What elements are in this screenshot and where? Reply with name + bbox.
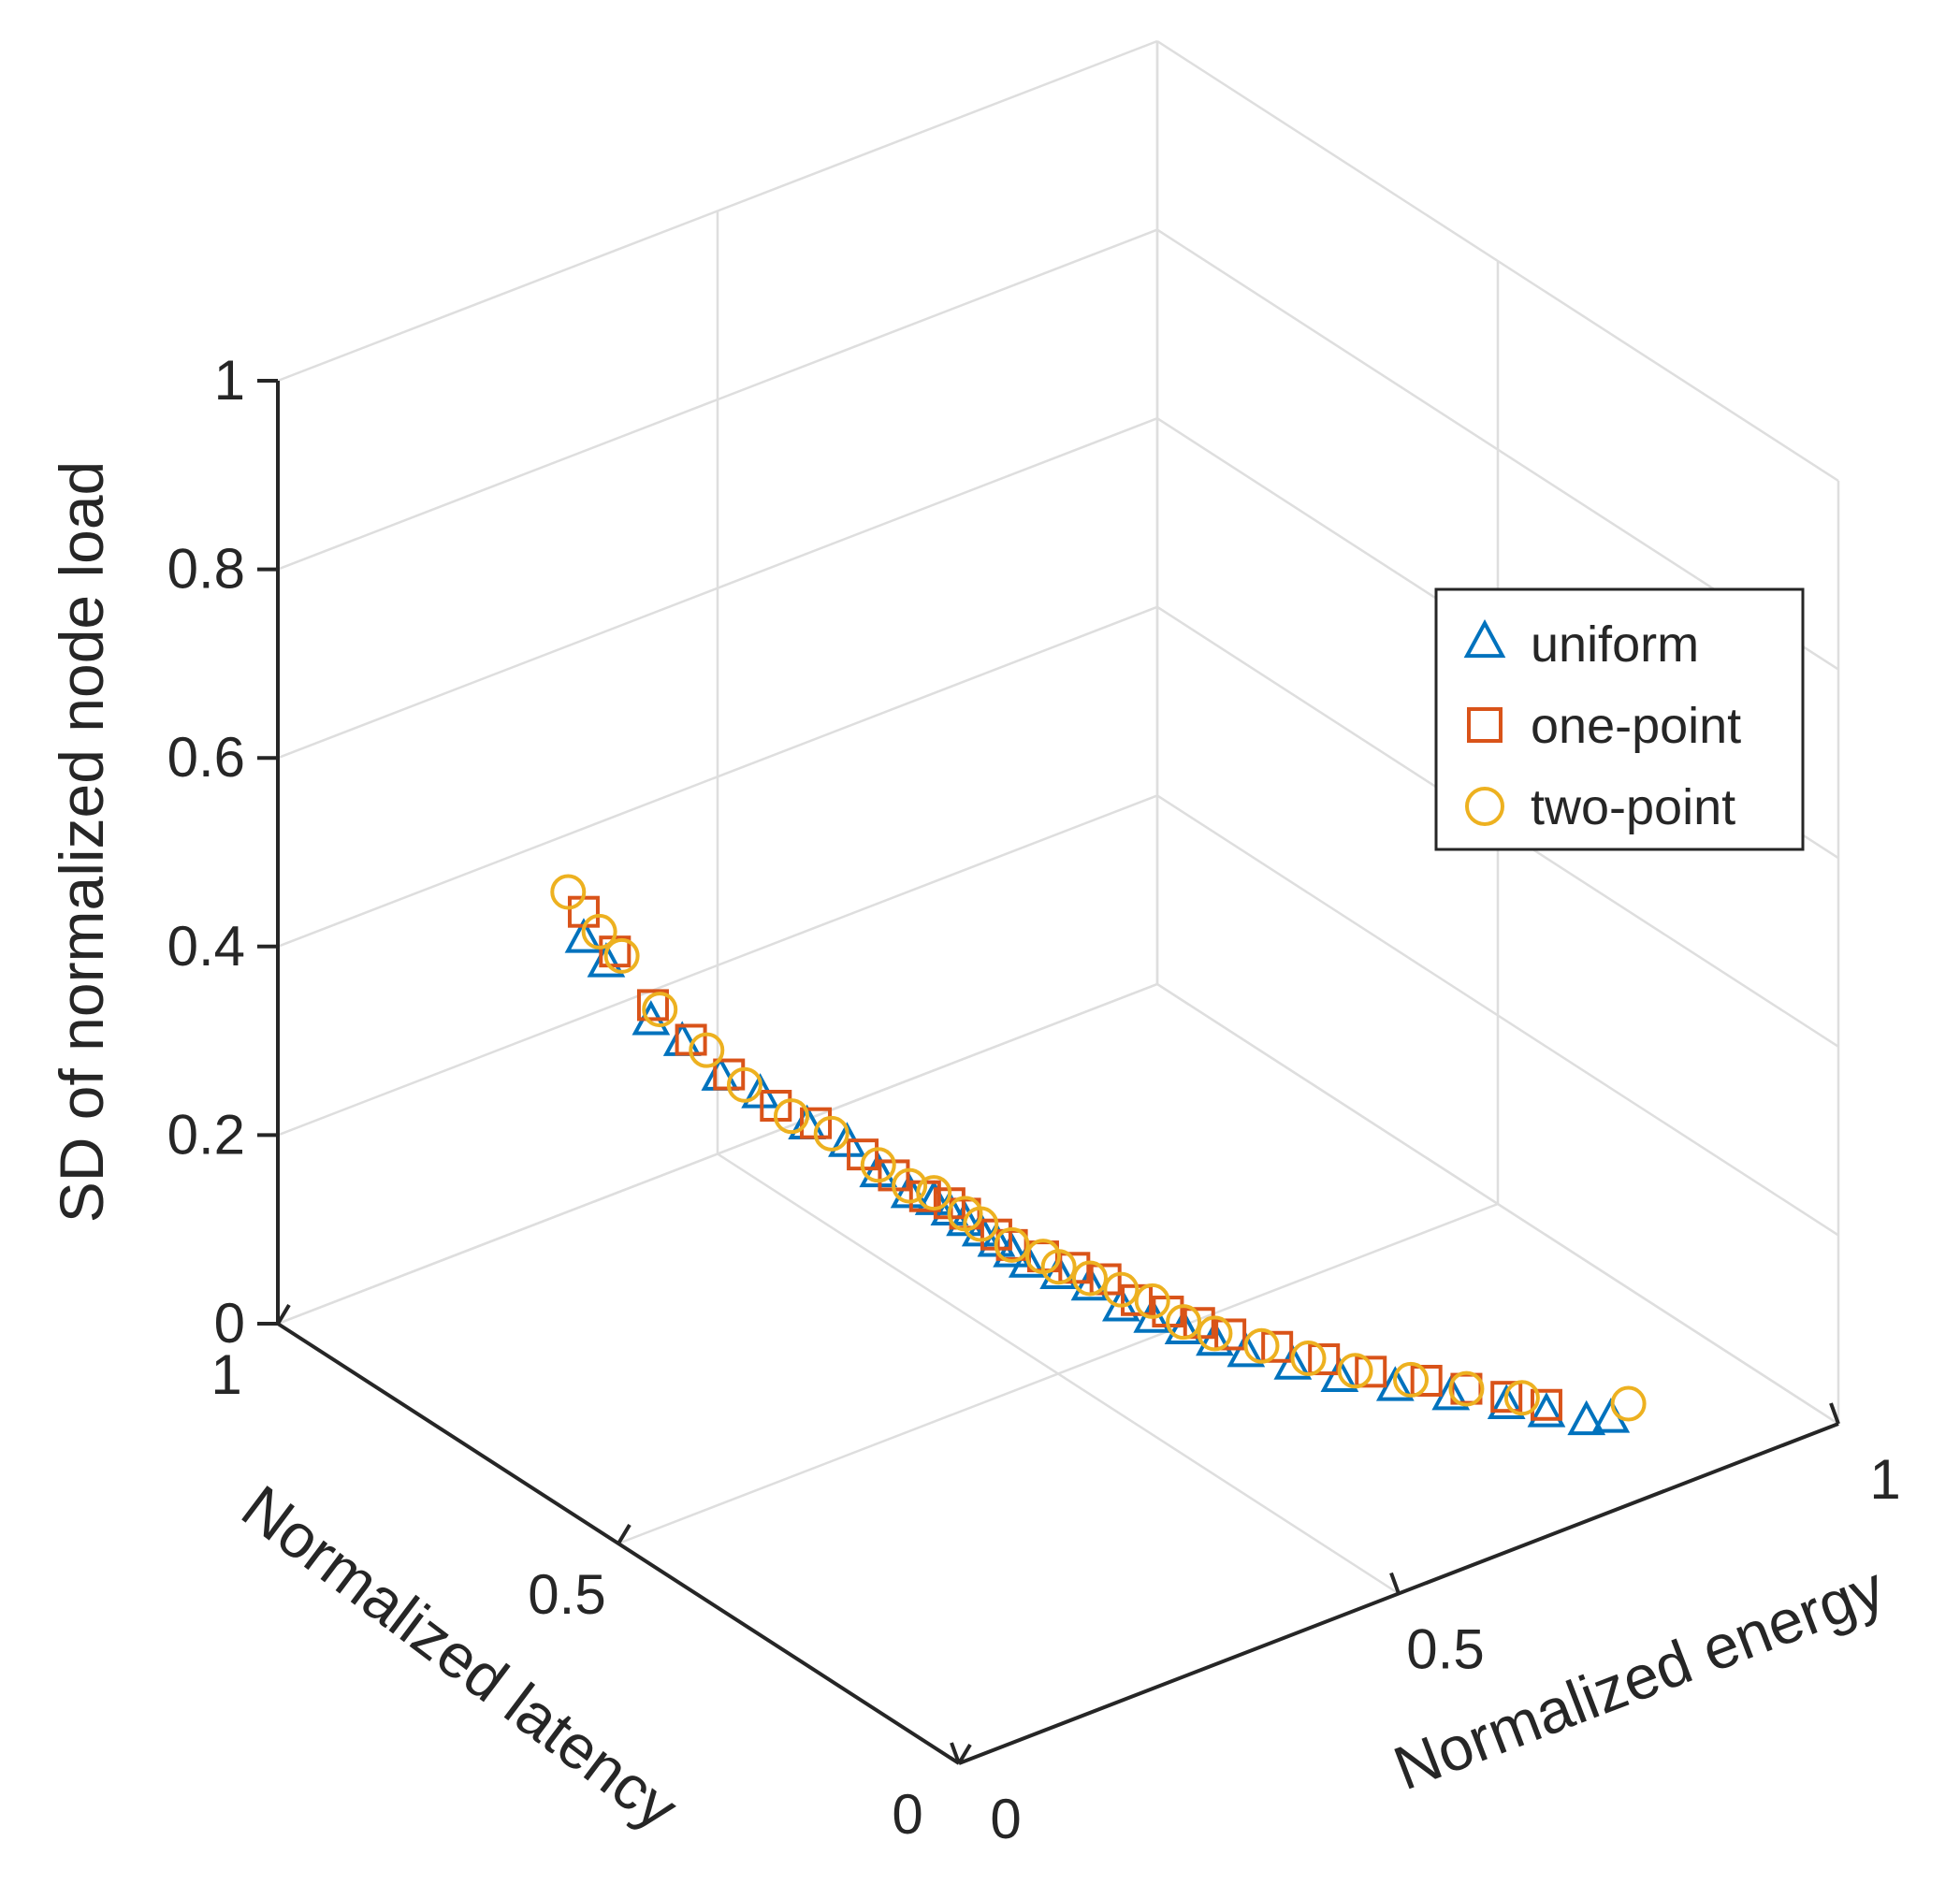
legend: uniform one-point two-point (1434, 587, 1805, 851)
two-point-point (1072, 1260, 1108, 1297)
two-point-point (1197, 1315, 1233, 1352)
latency-wall-gridline-z (277, 228, 1158, 571)
latency-wall-gridline-z (277, 794, 1158, 1137)
two-point-point (1243, 1327, 1280, 1364)
one-point-point (1308, 1343, 1341, 1376)
one-point-point (636, 989, 669, 1022)
data-points (550, 874, 1647, 1436)
y-tick-mark (1829, 1402, 1840, 1425)
one-point-point (1261, 1330, 1294, 1363)
y-tick-label: 1 (1869, 1448, 1900, 1511)
two-point-point (550, 874, 587, 910)
two-point-point (916, 1175, 952, 1211)
uniform-point (587, 942, 626, 978)
legend-label-uniform: uniform (1531, 616, 1699, 673)
uniform-point (1431, 1374, 1471, 1411)
z-tick-label: 0.4 (167, 915, 245, 978)
uniform-point (946, 1200, 984, 1237)
z-tick-label: 0.8 (167, 538, 245, 601)
x-tick-mark (617, 1523, 632, 1545)
one-point-point (1490, 1381, 1523, 1413)
y-tick-mark (1389, 1572, 1401, 1595)
two-point-point (1337, 1353, 1373, 1389)
two-point-point (1134, 1283, 1170, 1319)
uniform-point (1273, 1344, 1313, 1380)
uniform-point (1320, 1356, 1359, 1393)
legend-label-two-point: two-point (1531, 779, 1735, 835)
latency-wall-gridline-z (277, 605, 1158, 948)
x-tick-mark (276, 1303, 291, 1326)
two-point-point (1503, 1380, 1540, 1416)
uniform-point (1164, 1309, 1203, 1344)
two-point-point (581, 913, 617, 950)
legend-label-one-point: one-point (1531, 698, 1741, 754)
x-tick-label: 1 (211, 1343, 241, 1406)
two-point-point (1040, 1249, 1077, 1285)
legend-marker-two-point (1465, 787, 1504, 826)
uniform-point (993, 1232, 1031, 1268)
x-tick-label: 0.5 (528, 1563, 605, 1626)
two-point-point (1166, 1304, 1202, 1341)
two-point-point (1448, 1370, 1485, 1407)
z-tick-label: 0 (214, 1292, 245, 1355)
two-point-point (963, 1206, 999, 1242)
two-point-point (1393, 1361, 1429, 1398)
one-point-point (1355, 1355, 1387, 1388)
uniform-point (1487, 1384, 1526, 1419)
two-point-point (1103, 1271, 1140, 1308)
y-tick-mark (950, 1742, 961, 1764)
two-point-point (1290, 1340, 1327, 1376)
legend-marker-uniform (1463, 618, 1506, 659)
energy-wall-gridline-z (1156, 39, 1839, 483)
axes (257, 379, 1840, 1765)
energy-wall-gridline-z (1156, 794, 1839, 1237)
two-point-point (813, 1115, 849, 1152)
uniform-point (1070, 1265, 1110, 1301)
z-axis-label: SD of normalized node load (47, 461, 116, 1224)
uniform-point (1375, 1366, 1415, 1401)
uniform-point (1527, 1392, 1566, 1428)
latency-wall-gridline-z (277, 39, 1158, 383)
legend-box (1434, 587, 1805, 851)
two-point-point (994, 1226, 1030, 1263)
y-tick-label: 0.5 (1406, 1618, 1484, 1681)
x-tick-label: 0 (892, 1783, 922, 1846)
two-point-point (1610, 1385, 1647, 1422)
series-two-point (550, 874, 1647, 1422)
two-point-point (773, 1098, 809, 1135)
uniform-point (1008, 1242, 1047, 1278)
z-tick-label: 1 (214, 349, 245, 412)
z-tick-label: 0.6 (167, 726, 245, 789)
energy-wall-gridline-z (1156, 982, 1839, 1426)
two-point-point (892, 1167, 928, 1204)
uniform-point (1196, 1320, 1234, 1356)
two-point-point (726, 1066, 762, 1103)
floor-gridline-y (717, 1152, 1400, 1595)
one-point-point (1530, 1388, 1562, 1421)
z-tick-label: 0.2 (167, 1103, 245, 1166)
one-point-point (1214, 1318, 1247, 1351)
uniform-point (564, 918, 603, 953)
two-point-point (603, 937, 640, 974)
latency-wall-gridline-z (277, 982, 1158, 1326)
one-point-point (1410, 1365, 1443, 1397)
legend-marker-one-point (1467, 707, 1503, 743)
x-tick-mark (957, 1743, 972, 1765)
uniform-point (1227, 1331, 1266, 1368)
two-point-point (689, 1032, 725, 1068)
two-point-point (860, 1147, 896, 1183)
uniform-point (1567, 1399, 1606, 1436)
two-point-point (642, 992, 678, 1028)
y-tick-label: 0 (990, 1788, 1021, 1850)
latency-wall-gridline-z (277, 417, 1158, 760)
uniform-point (1039, 1254, 1079, 1290)
